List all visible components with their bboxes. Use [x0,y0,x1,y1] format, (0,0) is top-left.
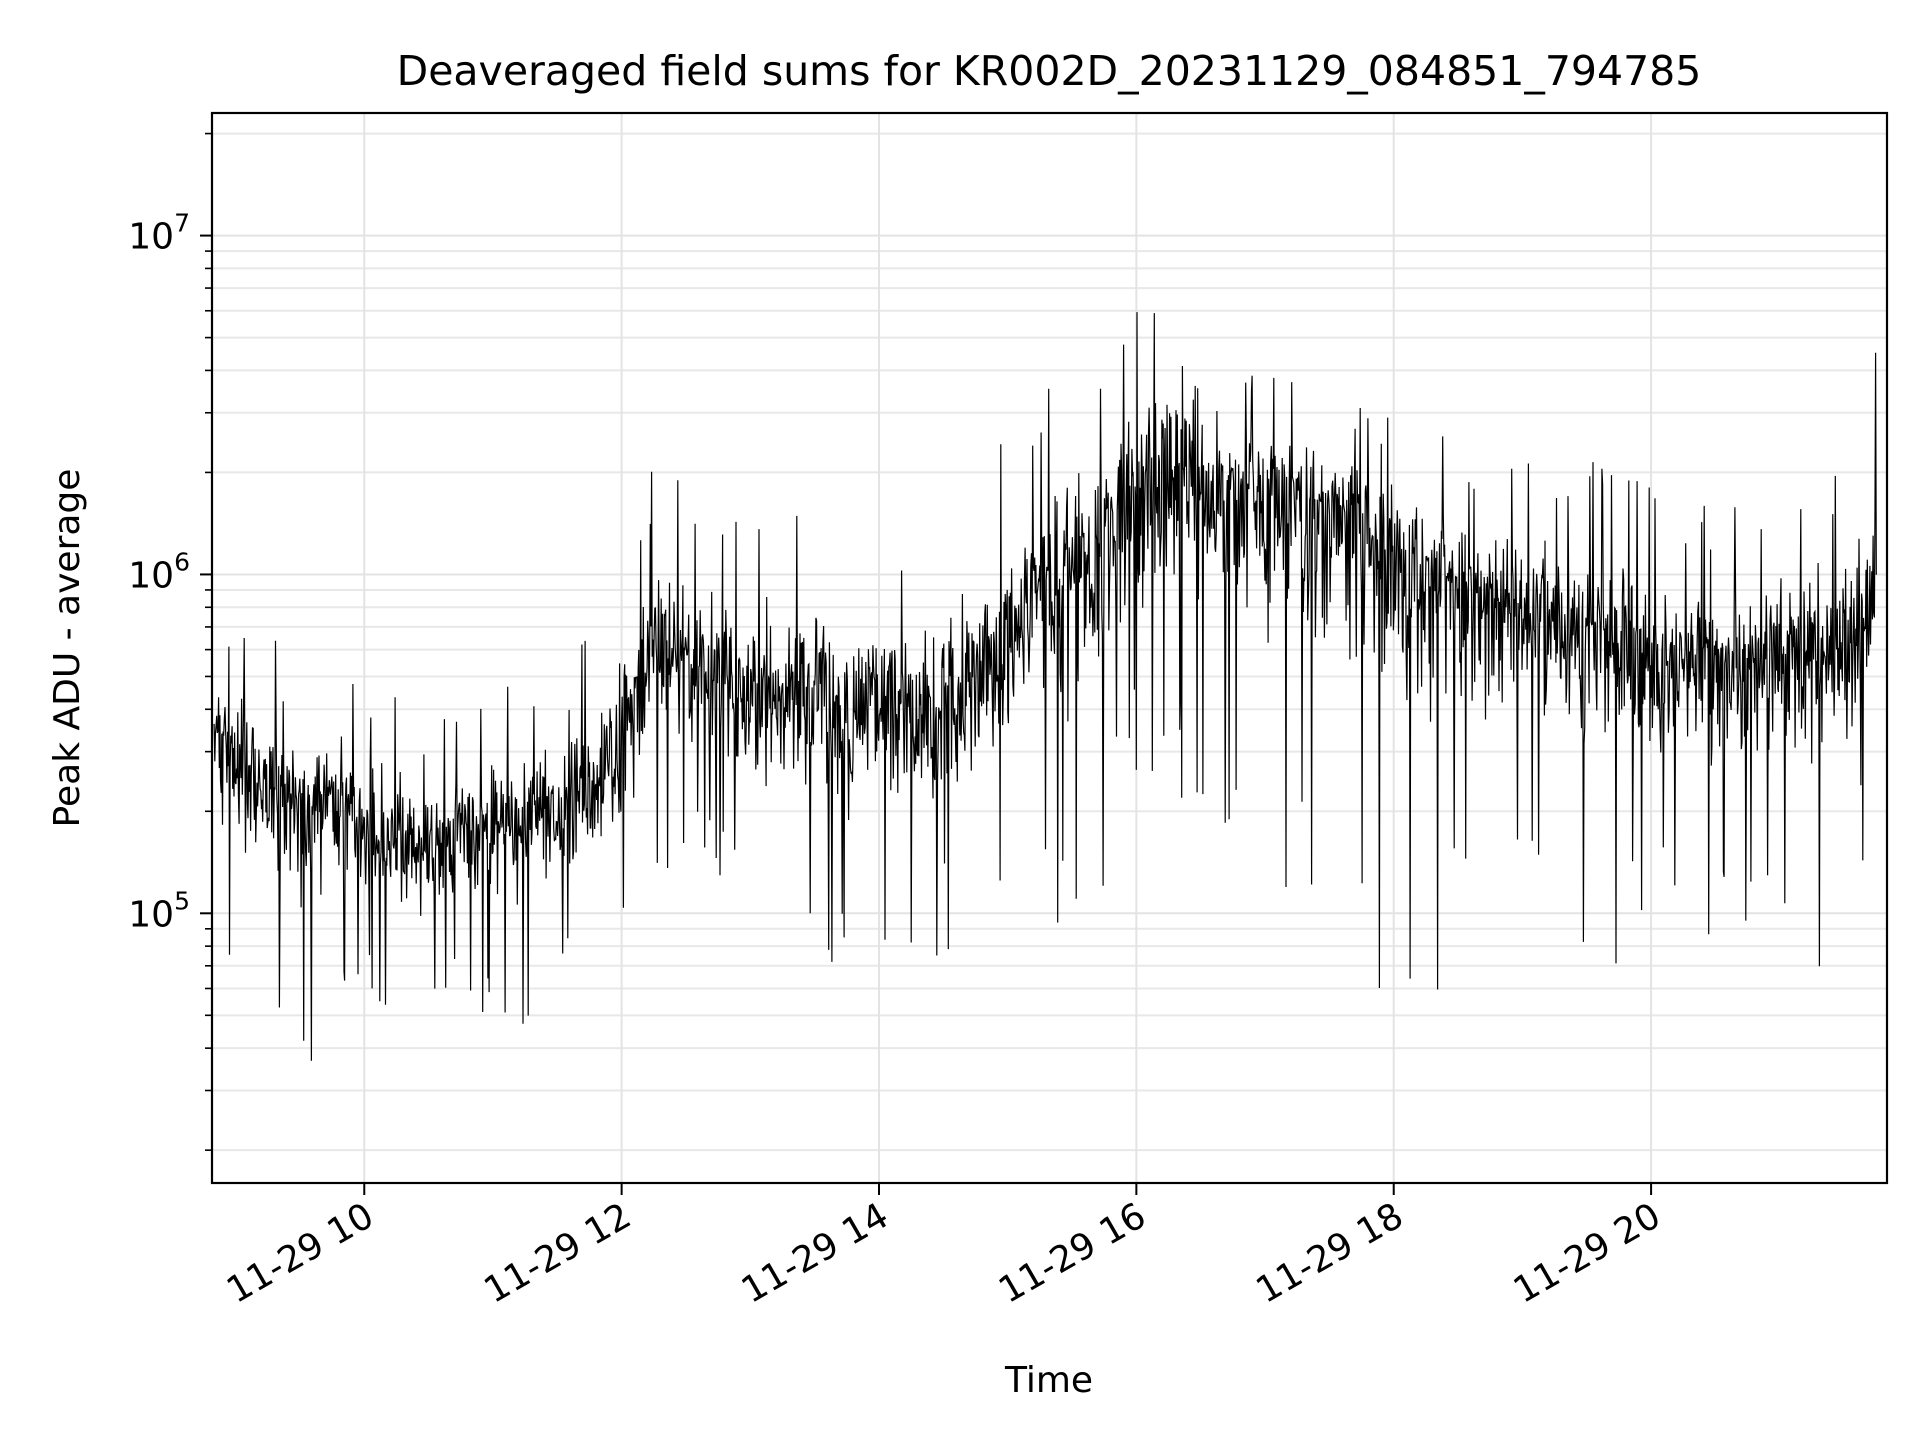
chart-title: Deaveraged field sums for KR002D_2023112… [397,47,1702,95]
y-tick-label: 105 [128,886,190,935]
x-axis-label: Time [1004,1360,1093,1401]
plot-frame [210,111,1889,1185]
series-group [213,312,1877,1061]
y-tick-label: 107 [128,209,190,258]
y-axis-ticks: 105 106 107 [128,209,212,935]
series-line [213,312,1877,1061]
y-axis-label: Peak ADU - average [47,469,88,828]
y-tick-label: 106 [128,547,190,596]
